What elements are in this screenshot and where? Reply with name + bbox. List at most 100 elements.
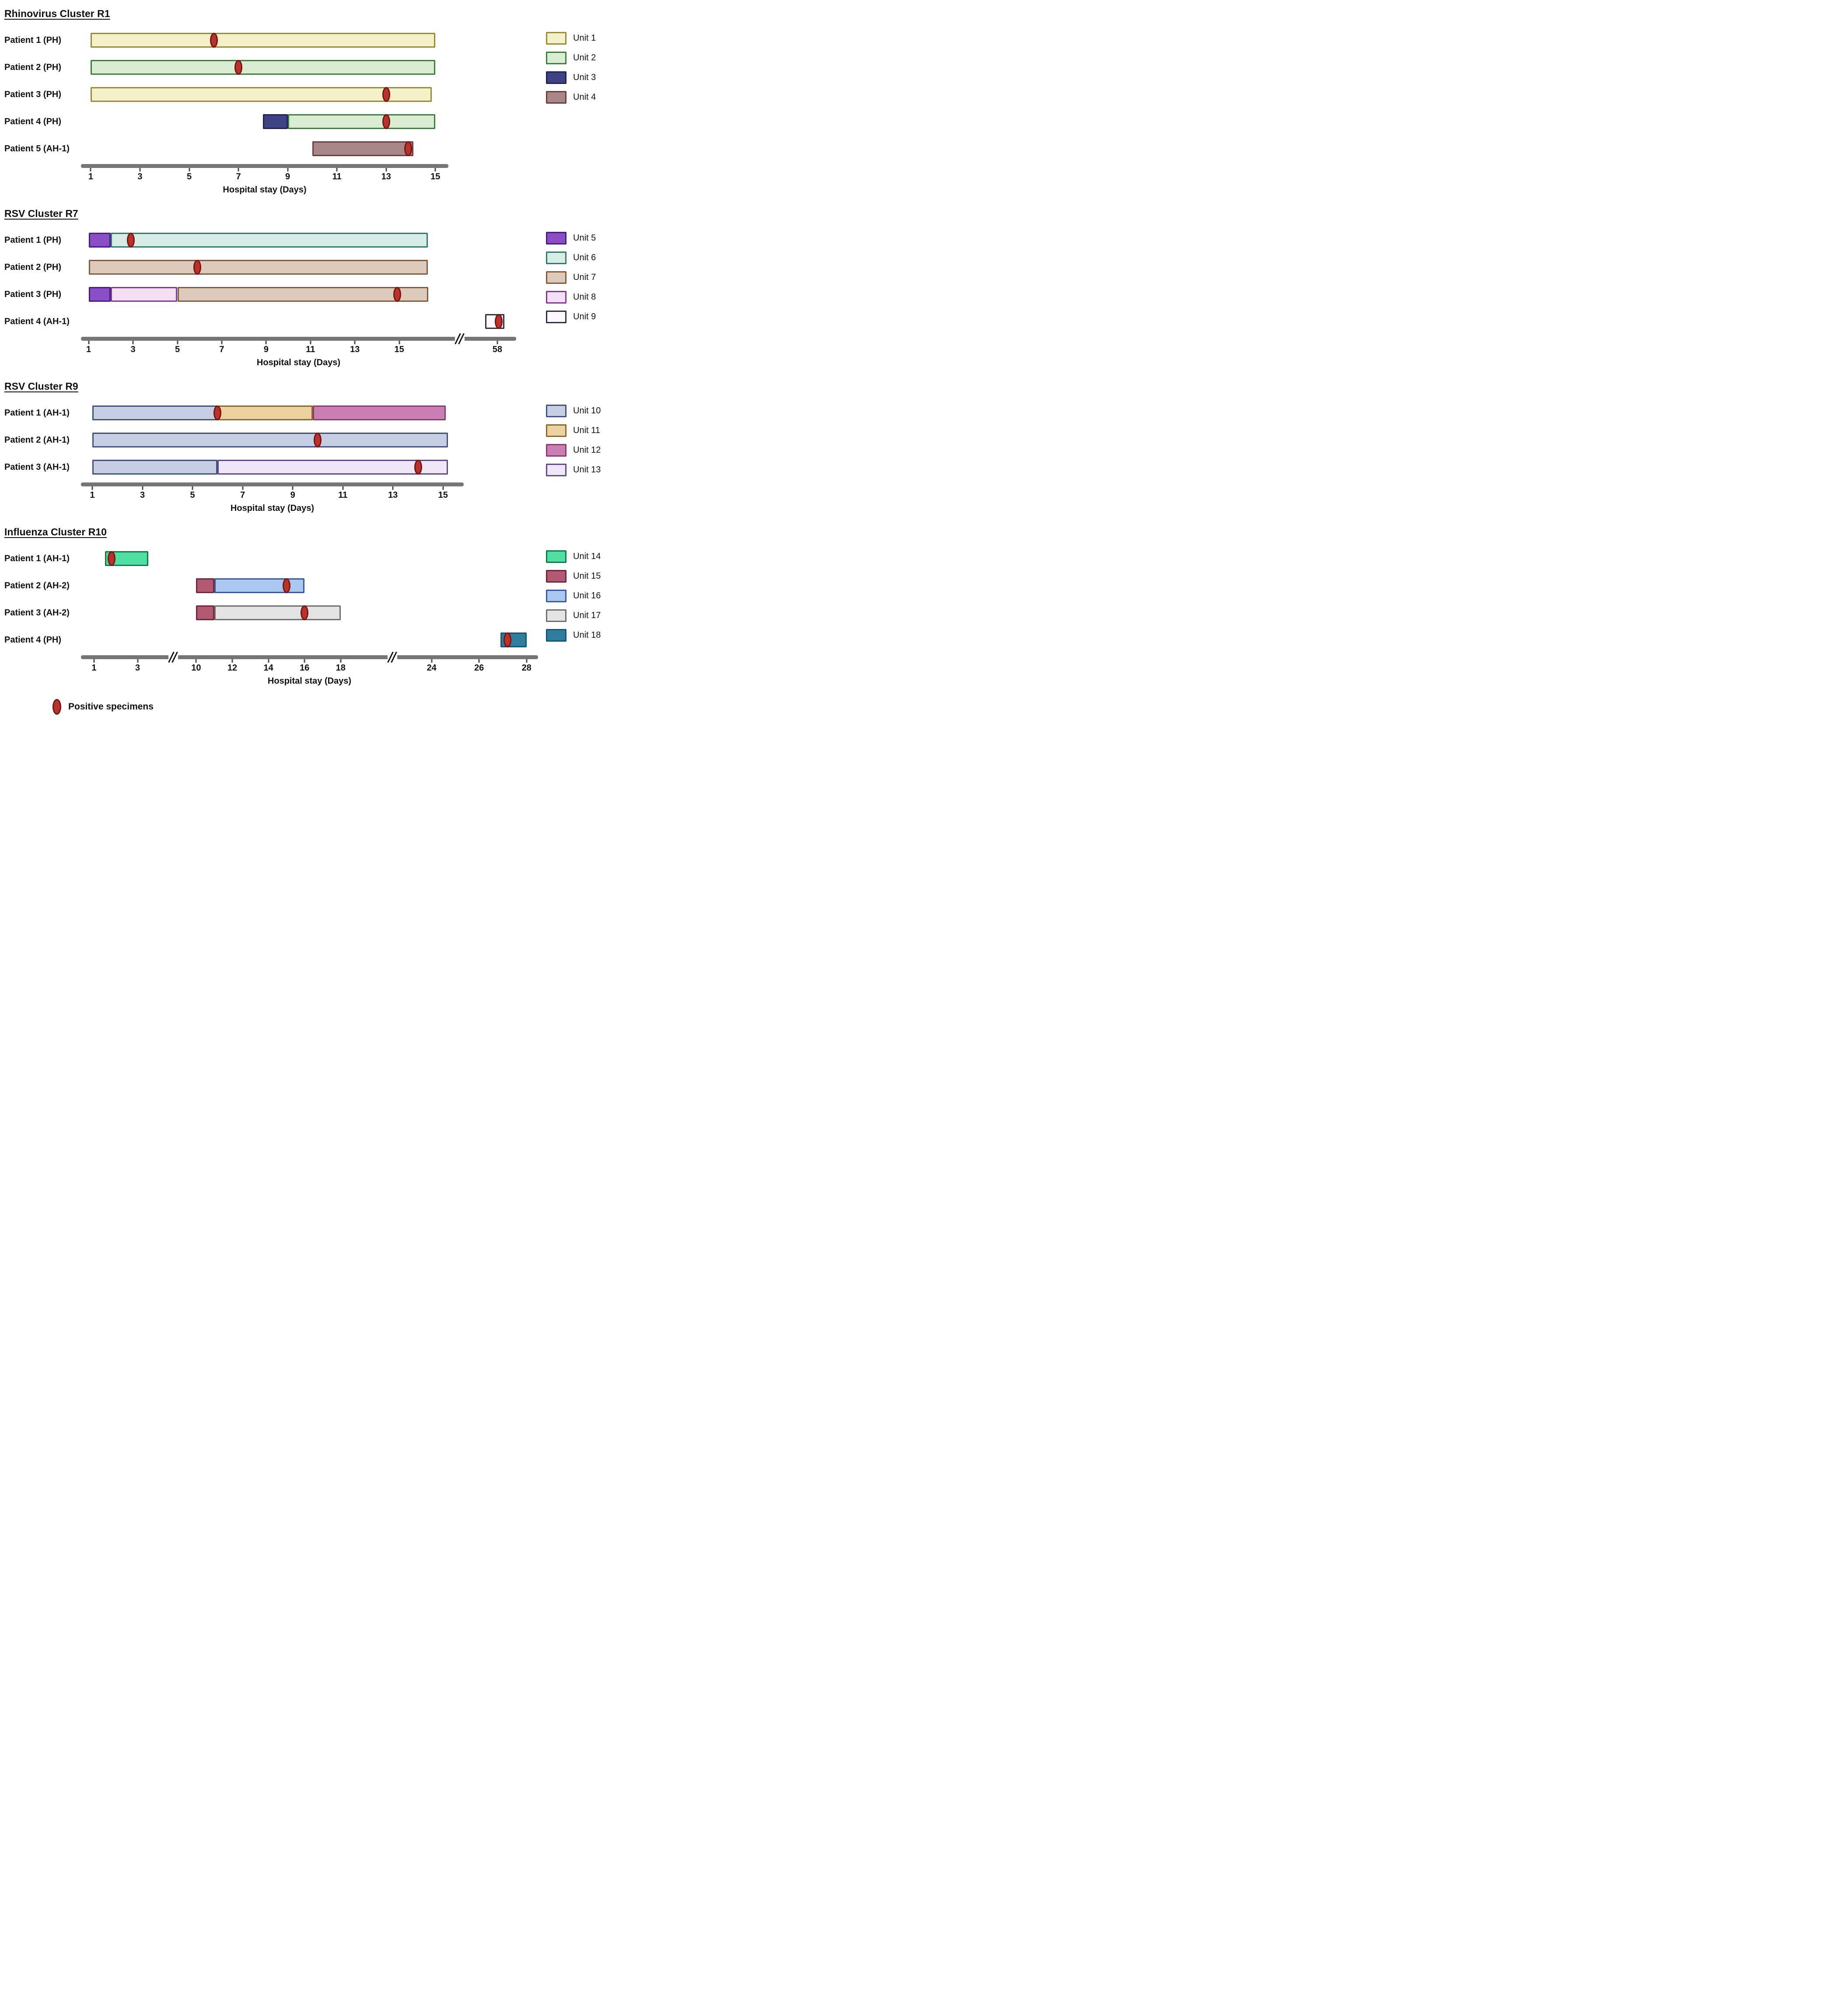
stay-segment-unit-15: [196, 578, 214, 593]
legend-item-unit-3: Unit 3: [546, 71, 608, 84]
x-axis-title: Hospital stay (Days): [267, 676, 352, 686]
legend-label: Unit 12: [573, 445, 601, 455]
x-axis: 1 3 5 7 9 11 13 15 58 Hospital stay (Days): [81, 333, 516, 371]
legend-label: Unit 16: [573, 591, 601, 601]
panel-body: Patient 1 (AH-1) Patient 2 (AH-2) Patient …: [4, 545, 608, 689]
tick-mark: [265, 341, 267, 344]
tick-label: 7: [240, 490, 245, 500]
legend-item-unit-5: Unit 5: [546, 232, 608, 245]
tick-label: 13: [381, 172, 391, 182]
tick-label: 11: [332, 172, 342, 182]
tick-mark: [189, 168, 190, 171]
legend-label: Unit 2: [573, 53, 596, 63]
tick-mark: [304, 659, 305, 663]
tick-mark: [242, 486, 244, 490]
tick-label: 13: [388, 490, 398, 500]
tick-label: 9: [285, 172, 290, 182]
patient-stay-track: [85, 551, 534, 566]
positive-specimen-icon: [52, 699, 61, 715]
tick-mark: [137, 659, 139, 663]
patient-row: Patient 5 (AH-1): [4, 135, 608, 162]
tick-label: 3: [135, 663, 140, 673]
tick-label: 13: [350, 345, 360, 354]
panel-title: RSV Cluster R9: [4, 381, 78, 392]
patient-row: Patient 2 (PH): [4, 254, 608, 281]
positive-specimen-marker: [193, 260, 202, 275]
patient-label: Patient 2 (AH-1): [4, 435, 70, 445]
tick-label: 3: [137, 172, 143, 182]
legend-label: Unit 3: [573, 73, 596, 82]
stay-segment-unit-7: [177, 287, 428, 302]
stay-segment-unit-5: [88, 233, 111, 248]
stay-segment-unit-10: [92, 460, 218, 475]
tick-mark: [221, 341, 223, 344]
patient-stay-track: [85, 605, 534, 620]
legend-label: Unit 7: [573, 273, 596, 282]
patient-label: Patient 1 (AH-1): [4, 553, 70, 563]
patient-row: Patient 4 (AH-1): [4, 308, 608, 335]
legend-item-unit-16: Unit 16: [546, 590, 608, 602]
x-axis-line: [81, 337, 516, 341]
patient-label: Patient 3 (PH): [4, 289, 62, 299]
tick-mark: [434, 168, 436, 171]
patient-label: Patient 4 (AH-1): [4, 316, 70, 326]
legend-swatch-unit-7: [546, 271, 567, 284]
tick-label: 9: [290, 490, 295, 500]
legend-item-unit-12: Unit 12: [546, 444, 608, 457]
patient-row: Patient 3 (AH-2): [4, 599, 608, 626]
tick-label: 9: [263, 345, 269, 354]
cluster-panel-rhinovirus-cluster-r1: Rhinovirus Cluster R1 Patient 1 (PH) Patie…: [4, 8, 608, 198]
tick-mark: [231, 659, 233, 663]
patient-row: Patient 3 (AH-1): [4, 454, 608, 481]
legend-item-unit-13: Unit 13: [546, 464, 608, 476]
stay-segment-unit-1: [91, 33, 436, 48]
tick-label: 1: [91, 663, 97, 673]
patient-row: Patient 3 (PH): [4, 281, 608, 308]
patient-row: Patient 2 (PH): [4, 54, 608, 81]
x-axis-line: [81, 164, 448, 168]
patient-row: Patient 2 (AH-1): [4, 426, 608, 454]
tick-label: 5: [186, 172, 192, 182]
x-axis: 1 3 5 7 9 11 13 15 Hospital stay (Days): [81, 482, 464, 517]
positive-specimen-marker: [213, 405, 222, 420]
tick-label: 11: [338, 490, 348, 500]
positive-specimen-marker: [107, 551, 115, 566]
patient-label: Patient 5 (AH-1): [4, 143, 70, 154]
tick-mark: [132, 341, 134, 344]
stay-segment-unit-16: [214, 578, 305, 593]
tick-label: 14: [263, 663, 273, 673]
stay-segment-unit-15: [196, 605, 214, 620]
tick-label: 26: [474, 663, 484, 673]
legend-label: Unit 10: [573, 406, 601, 416]
positive-specimen-marker: [210, 33, 218, 48]
x-axis: 1 3 5 7 9 11 13 15 Hospital stay (Days): [81, 164, 448, 198]
legend-swatch-unit-2: [546, 52, 567, 64]
legend-swatch-unit-5: [546, 232, 567, 245]
tick-mark: [93, 659, 95, 663]
legend-item-unit-8: Unit 8: [546, 291, 608, 304]
stay-segment-unit-10: [92, 433, 448, 447]
positive-specimen-marker: [127, 233, 135, 248]
legend-swatch-unit-16: [546, 590, 567, 602]
patient-label: Patient 1 (PH): [4, 35, 62, 45]
cluster-panel-influenza-cluster-r10: Influenza Cluster R10 Patient 1 (AH-1) Pat…: [4, 526, 608, 689]
panel-title: Influenza Cluster R10: [4, 526, 107, 538]
patient-stay-track: [85, 60, 444, 75]
positive-specimen-marker: [414, 460, 422, 475]
chart-area: Patient 1 (AH-1) Patient 2 (AH-1) Patient …: [4, 399, 608, 517]
tick-mark: [526, 659, 528, 663]
tick-label: 15: [430, 172, 441, 182]
patient-stay-track: [85, 33, 444, 48]
patient-label: Patient 2 (PH): [4, 62, 62, 72]
legend-swatch-unit-6: [546, 252, 567, 264]
patient-stay-track: [85, 87, 444, 102]
tick-label: 7: [219, 345, 224, 354]
patient-row: Patient 1 (AH-1): [4, 545, 608, 572]
legend-swatch-unit-15: [546, 570, 567, 583]
tick-label: 7: [236, 172, 241, 182]
panel-body: Patient 1 (AH-1) Patient 2 (AH-1) Patient …: [4, 399, 608, 517]
tick-mark: [392, 486, 394, 490]
patient-row: Patient 4 (PH): [4, 108, 608, 135]
tick-mark: [399, 341, 400, 344]
patient-label: Patient 4 (PH): [4, 635, 62, 645]
